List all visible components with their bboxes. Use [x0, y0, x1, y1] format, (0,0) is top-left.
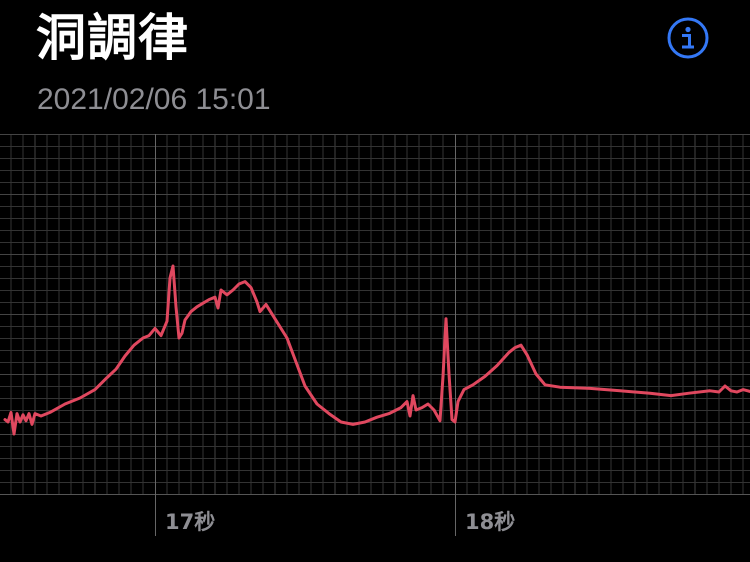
x-axis-ticks: [155, 134, 456, 536]
ecg-chart: [0, 134, 750, 536]
grid: [0, 134, 750, 495]
recording-timestamp: 2021/02/06 15:01: [37, 83, 271, 116]
page-title: 洞調律: [36, 9, 189, 67]
ecg-trace-line: [3, 264, 750, 436]
info-circle-icon: [667, 17, 709, 59]
ecg-plot: [0, 134, 750, 536]
x-tick-label-18s: 18秒: [465, 510, 516, 534]
info-button[interactable]: [666, 16, 710, 60]
x-tick-label-17s: 17秒: [165, 510, 216, 534]
